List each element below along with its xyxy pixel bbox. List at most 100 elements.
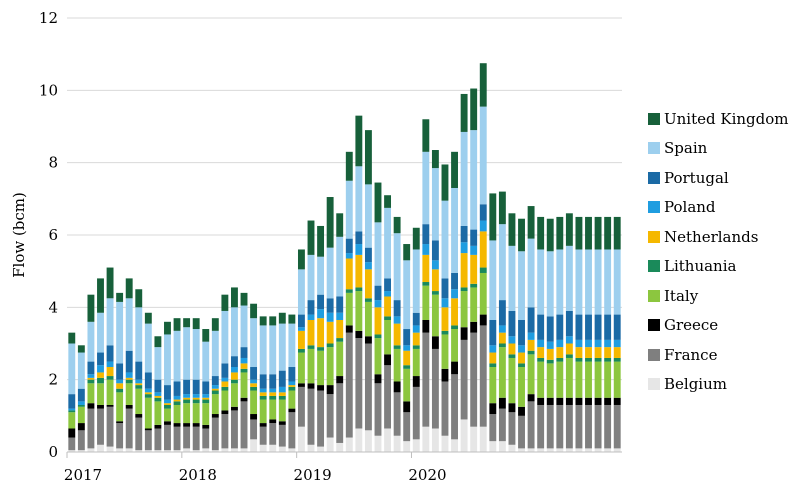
bar-segment-poland [97, 365, 104, 373]
bar-segment-netherlands [173, 399, 181, 402]
legend-label: Poland [664, 198, 716, 217]
bar-segment-portugal [68, 394, 76, 409]
bar-segment-greece [364, 336, 372, 344]
bar-segment-portugal [154, 379, 162, 393]
bar-segment-united-kingdom [164, 321, 171, 335]
bar-segment-france [87, 408, 95, 449]
bar-segment-belgium [364, 430, 372, 452]
bar-segment-united-kingdom [211, 318, 219, 331]
bar-segment-greece [460, 327, 468, 340]
bar-segment-poland [403, 345, 411, 351]
bar-segment-lithuania [173, 401, 181, 405]
bar-segment-netherlands [164, 403, 171, 405]
legend-swatch [648, 260, 660, 273]
bar-segment-france [269, 423, 277, 445]
bar-segment-greece [575, 397, 583, 405]
bar-segment-greece [288, 408, 296, 413]
bar-segment-lithuania [87, 379, 95, 384]
bar-segment-netherlands [144, 392, 152, 395]
bar-segment-netherlands [489, 352, 497, 364]
bar-segment-portugal [441, 278, 449, 299]
bar-segment-portugal [374, 285, 382, 301]
bar-segment-france [479, 325, 487, 427]
bar-segment-france [441, 381, 449, 436]
bar-segment-portugal [527, 307, 535, 333]
bar-segment-united-kingdom [613, 216, 621, 250]
bar-segment-poland [585, 339, 592, 348]
bar-segment-spain [221, 310, 229, 364]
bar-segment-france [537, 404, 545, 449]
bar-segment-portugal [364, 247, 372, 263]
bar-segment-belgium [345, 437, 353, 452]
bar-segment-netherlands [498, 332, 506, 344]
bar-segment-portugal [546, 316, 554, 342]
bar-segment-netherlands [154, 395, 162, 398]
bar-segment-italy [460, 291, 468, 328]
bar-segment-belgium [431, 428, 439, 452]
bar-segment-portugal [97, 352, 104, 366]
bar-segment-united-kingdom [240, 292, 248, 306]
bar-segment-portugal [221, 363, 229, 378]
bar-segment-belgium [317, 446, 325, 452]
bar-segment-france [412, 386, 420, 440]
bar-segment-italy [106, 379, 114, 405]
bar-segment-belgium [403, 441, 411, 452]
bar-segment-italy [441, 334, 449, 369]
bar-segment-spain [97, 312, 104, 353]
bar-segment-greece [355, 330, 363, 339]
bar-segment-belgium [556, 448, 564, 452]
bar-segment-netherlands [403, 350, 411, 366]
bar-segment-italy [336, 341, 344, 377]
bar-segment-united-kingdom [412, 227, 420, 250]
bar-segment-spain [77, 352, 85, 389]
bar-segment-italy [97, 383, 104, 405]
legend-swatch [648, 230, 660, 243]
bar-segment-spain [518, 251, 525, 320]
bar-segment-portugal [431, 240, 439, 261]
bar-segment-france [68, 437, 76, 451]
bar-segment-greece [384, 354, 392, 366]
bar-segment-portugal [345, 238, 353, 254]
bar-segment-lithuania [489, 363, 497, 368]
bars [68, 63, 621, 452]
bar-segment-italy [431, 294, 439, 337]
bar-segment-lithuania [594, 357, 602, 362]
bar-segment-lithuania [68, 410, 76, 413]
bar-segment-lithuania [565, 354, 573, 358]
bar-segment-greece [154, 424, 162, 429]
bar-segment-lithuania [278, 395, 286, 400]
bar-segment-italy [154, 401, 162, 425]
bar-segment-greece [192, 423, 200, 427]
bar-segment-greece [613, 397, 621, 405]
bar-segment-greece [585, 397, 592, 405]
bar-segment-france [307, 388, 315, 445]
bar-segment-united-kingdom [345, 151, 353, 181]
bar-segment-lithuania [211, 390, 219, 395]
bar-segment-italy [173, 404, 181, 424]
bar-segment-portugal [240, 347, 248, 358]
bar-segment-italy [374, 338, 382, 375]
bar-segment-lithuania [317, 347, 325, 351]
bar-segment-lithuania [231, 379, 238, 384]
bar-segment-greece [498, 397, 506, 409]
bar-segment-portugal [202, 381, 210, 395]
bar-segment-spain [422, 151, 430, 225]
bar-segment-italy [585, 361, 592, 398]
bar-segment-united-kingdom [546, 218, 554, 252]
bar-segment-italy [537, 361, 545, 398]
bar-segment-belgium [269, 444, 277, 452]
bar-segment-france [317, 390, 325, 447]
bar-segment-united-kingdom [384, 195, 392, 208]
bar-segment-netherlands [307, 319, 315, 346]
bar-segment-portugal [278, 370, 286, 387]
bar-segment-united-kingdom [202, 329, 210, 342]
bar-segment-lithuania [585, 357, 592, 362]
bar-segment-portugal [470, 229, 478, 246]
bar-segment-greece [556, 397, 564, 405]
bar-segment-italy [604, 361, 612, 398]
bar-segment-greece [106, 404, 114, 407]
bar-segment-lithuania [604, 357, 612, 362]
bar-segment-france [125, 408, 133, 449]
bar-segment-spain [250, 318, 258, 368]
